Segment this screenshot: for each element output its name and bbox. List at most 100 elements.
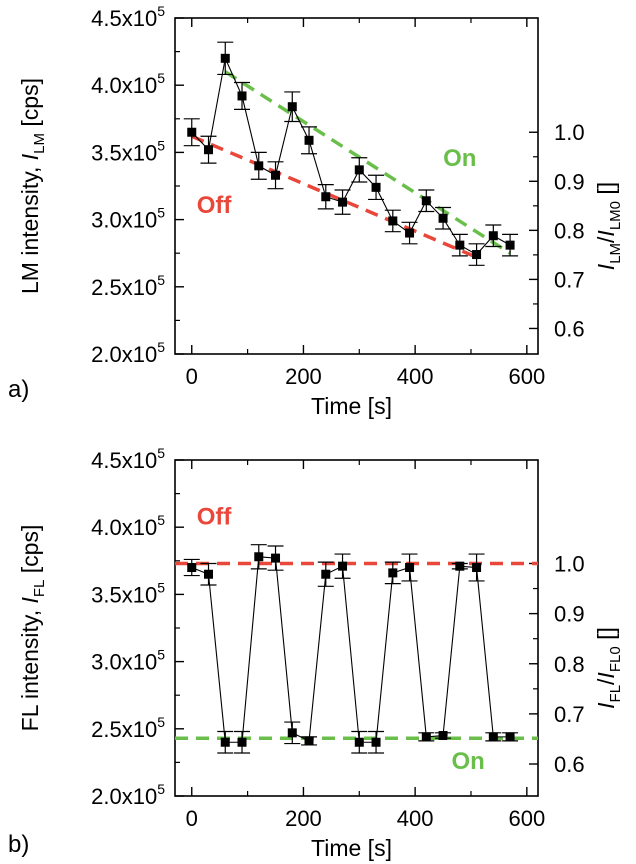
y-tick-label: 2.0x105 — [91, 781, 165, 809]
y2-label-num: I — [593, 263, 619, 270]
y2-axis-label: IFL/IFL0 [] — [593, 627, 624, 709]
y-tick-mantissa: 2.0x10 — [91, 342, 157, 367]
y2-tick-label: 0.9 — [554, 602, 585, 627]
y-tick-exponent: 5 — [157, 339, 165, 355]
data-point — [405, 563, 415, 573]
y-axis-label-sub: LM — [31, 133, 48, 154]
data-point — [421, 196, 431, 206]
y-tick-mantissa: 3.0x10 — [91, 208, 157, 233]
data-point — [438, 213, 448, 223]
data-point — [237, 91, 247, 101]
y-tick-exponent: 5 — [157, 272, 165, 288]
y-tick-mantissa: 2.0x10 — [91, 784, 157, 809]
data-point — [488, 231, 498, 241]
y-axis-label-unit: [cps] — [17, 525, 43, 580]
panel-b: 0 200 400 6002.0x1052.5x1053.0x1053.5x1054.… — [8, 445, 624, 861]
data-point — [204, 569, 214, 579]
y2-label-unit: [] — [593, 182, 619, 201]
data-point — [421, 732, 431, 742]
y-tick-label: 2.5x105 — [91, 272, 165, 300]
y2-axis-label: ILM/ILM0 [] — [593, 182, 624, 270]
y-axis-label: LM intensity, ILM [cps] — [17, 78, 48, 294]
trend-line-on — [224, 70, 512, 255]
y-tick-exponent: 5 — [157, 70, 165, 86]
data-point — [455, 240, 465, 250]
data-point — [488, 732, 498, 742]
data-point — [220, 737, 230, 747]
data-point — [220, 53, 230, 63]
x-tick-label: 600 — [508, 806, 545, 831]
data-point — [187, 127, 197, 137]
data-point — [472, 250, 482, 260]
y-tick-exponent: 5 — [157, 445, 165, 461]
y2-tick-label: 0.8 — [554, 218, 585, 243]
y2-label-den-sub: FL0 — [607, 646, 624, 672]
y-tick-exponent: 5 — [157, 579, 165, 595]
y-axis-label-sub: FL — [31, 580, 48, 598]
y2-label-num: I — [593, 702, 619, 709]
data-point — [271, 553, 281, 563]
y2-tick-label: 0.7 — [554, 267, 585, 292]
y-tick-mantissa: 4.5x10 — [91, 6, 157, 31]
trend-label-on: On — [443, 145, 476, 172]
data-point — [271, 170, 281, 180]
trend-label-off: Off — [197, 504, 233, 531]
x-tick-label: 200 — [285, 806, 322, 831]
data-point — [254, 161, 264, 171]
y2-tick-label: 0.9 — [554, 169, 585, 194]
panel-a: 0 200 400 6002.0x1052.5x1053.0x1053.5x1054.… — [8, 3, 624, 419]
y-axis-label-text: FL intensity, — [17, 604, 43, 732]
data-point — [438, 731, 448, 741]
y2-tick-label: 1.0 — [554, 551, 585, 576]
y-tick-mantissa: 4.0x10 — [91, 515, 157, 540]
data-point — [204, 145, 214, 155]
y-tick-mantissa: 2.5x10 — [91, 717, 157, 742]
x-tick-label: 400 — [397, 806, 434, 831]
data-point — [505, 732, 515, 742]
x-axis-label: Time [s] — [311, 393, 392, 419]
y-tick-label: 4.5x105 — [91, 3, 165, 31]
y-axis-label-var: I — [17, 153, 43, 160]
data-point — [321, 192, 331, 202]
y2-label-den: I — [593, 230, 619, 237]
data-point — [354, 165, 364, 175]
y-tick-mantissa: 3.5x10 — [91, 582, 157, 607]
x-axis-label: Time [s] — [311, 835, 392, 861]
data-point — [505, 240, 515, 250]
trend-line-off — [191, 134, 478, 259]
y2-tick-label: 1.0 — [554, 120, 585, 145]
data-point — [321, 569, 331, 579]
y-tick-mantissa: 3.5x10 — [91, 140, 157, 165]
y2-label-num-sub: LM — [607, 243, 624, 264]
data-point — [472, 563, 482, 573]
data-point — [187, 563, 197, 573]
y-tick-mantissa: 4.5x10 — [91, 448, 157, 473]
y-tick-exponent: 5 — [157, 512, 165, 528]
data-point — [287, 728, 297, 738]
y-tick-label: 4.5x105 — [91, 445, 165, 473]
y-tick-label: 3.0x105 — [91, 647, 165, 675]
y2-tick-label: 0.7 — [554, 702, 585, 727]
y-tick-label: 3.0x105 — [91, 205, 165, 233]
data-point — [388, 216, 398, 226]
y-axis-label-var: I — [17, 597, 43, 604]
y-tick-label: 2.0x105 — [91, 339, 165, 367]
data-point — [254, 552, 264, 562]
y2-label-slash: / — [593, 236, 619, 243]
y2-tick-label: 0.6 — [554, 752, 585, 777]
data-point — [304, 135, 314, 145]
data-point — [304, 736, 314, 746]
x-tick-label: 0 — [186, 806, 198, 831]
y-tick-exponent: 5 — [157, 781, 165, 797]
y2-tick-label: 0.6 — [554, 316, 585, 341]
y2-label-den: I — [593, 672, 619, 679]
data-point — [371, 737, 381, 747]
trend-label-on: On — [452, 748, 485, 775]
y-axis-label: FL intensity, IFL [cps] — [17, 525, 48, 732]
panel-label: a) — [8, 376, 29, 403]
y-tick-exponent: 5 — [157, 137, 165, 153]
data-point — [455, 561, 465, 571]
y2-label-slash: / — [593, 678, 619, 685]
y-tick-mantissa: 3.0x10 — [91, 650, 157, 675]
